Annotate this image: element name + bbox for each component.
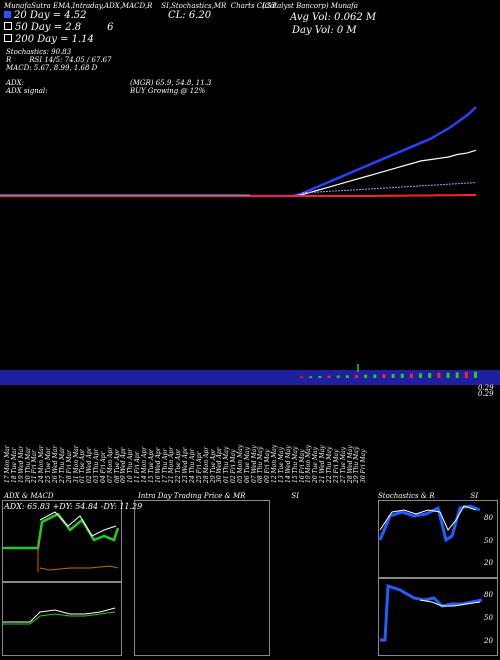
company-name: (Catalyst Bancorp) Munafa: [262, 2, 358, 10]
volume-bar: [364, 374, 368, 378]
volume-bar: [474, 371, 477, 378]
volume-bar: [318, 376, 322, 378]
volume-bar: [437, 372, 441, 378]
macd-readout: MACD: 5.67, 8.99, 1.68 D: [6, 64, 98, 72]
adx-signal-label: ADX signal:: [6, 87, 48, 95]
volume-bar: [373, 374, 377, 378]
volume-bar: [428, 373, 432, 378]
volume-bars: [300, 364, 477, 378]
legend-item-200day: 200 Day = 1.14: [4, 34, 114, 46]
volume-bar: [327, 375, 331, 378]
volume-bar: [309, 376, 313, 378]
legend-item-50day: 50 Day = 2.8 6: [4, 22, 114, 34]
volume-bar: [455, 372, 459, 378]
volume-bar: [345, 375, 349, 378]
rsi-tick-50: 50: [484, 614, 493, 622]
rsi-panel: [378, 578, 498, 656]
volume-bar: [464, 372, 468, 378]
adx-panel: [2, 500, 122, 582]
volume-bar: [446, 372, 450, 378]
macd-panel: [2, 582, 122, 656]
macd-signal-line: [3, 611, 116, 625]
ma-legend: 20 Day = 4.52 50 Day = 2.8 6 200 Day = 1.…: [4, 10, 114, 46]
price-scale-top: 0.29: [478, 384, 494, 392]
volume-bar: [300, 376, 304, 378]
volume-bar: [355, 375, 358, 378]
chart-title: MunafaSutra EMA,Intraday,ADX,MACD,R SI,S…: [4, 2, 277, 10]
stoch-tick-20: 20: [484, 559, 493, 567]
adx-orange-line: [39, 565, 119, 571]
adx-white-line: [39, 511, 117, 537]
legend-swatch-icon: [4, 22, 12, 30]
volume-bar: [391, 374, 395, 378]
price-chart: [0, 106, 477, 198]
adx-panel-values: ADX: 65.83 +DY: 54.84 -DY: 11.29: [4, 502, 143, 511]
adx-values: (MGR) 65.9, 54.8, 11.3: [130, 79, 212, 87]
volume-band: [0, 370, 500, 385]
close-price: CL: 6.20: [168, 10, 212, 21]
stoch-panel-title: Stochastics & R SI: [378, 492, 479, 500]
stochastics-readout: Stochastics: 90.83: [6, 48, 72, 56]
volume-bar: [400, 373, 404, 378]
legend-swatch-icon: [4, 34, 12, 42]
intraday-panel: [134, 500, 270, 656]
adx-label: ADX:: [6, 79, 25, 87]
intra-panel-title: Intra Day Trading Price & MR SI: [138, 492, 299, 500]
legend-item-20day: 20 Day = 4.52: [4, 10, 114, 22]
rsi-readout: R RSI 14/5: 74.05 / 67.67: [6, 56, 112, 64]
legend-swatch-icon: [4, 11, 11, 18]
price-scale-bottom: 0.29: [478, 390, 494, 398]
rsi-blue-line: [380, 583, 483, 642]
price-trend-line: [302, 182, 477, 194]
stoch-tick-50: 50: [484, 537, 493, 545]
volume-bar: [336, 375, 340, 378]
stochastics-panel: [378, 500, 498, 578]
volume-bar: [419, 373, 423, 378]
rsi-white-line: [419, 599, 481, 607]
rsi-tick-20: 20: [484, 637, 493, 645]
stoch-tick-80: 80: [484, 514, 493, 522]
adx-panel-title: ADX & MACD: [4, 492, 54, 500]
series-line-2: [0, 194, 476, 197]
macd-line: [3, 607, 116, 623]
avg-volume: Avg Vol: 0.062 M: [290, 12, 377, 23]
volume-bar: [409, 373, 413, 378]
adx-green-line: [3, 512, 120, 550]
stoch-white-line: [379, 505, 477, 531]
rsi-tick-80: 80: [484, 591, 493, 599]
volume-bar: [382, 374, 386, 378]
adx-signal-value: BUY Growing @ 12%: [130, 87, 206, 95]
day-volume: Day Vol: 0 M: [292, 25, 357, 36]
